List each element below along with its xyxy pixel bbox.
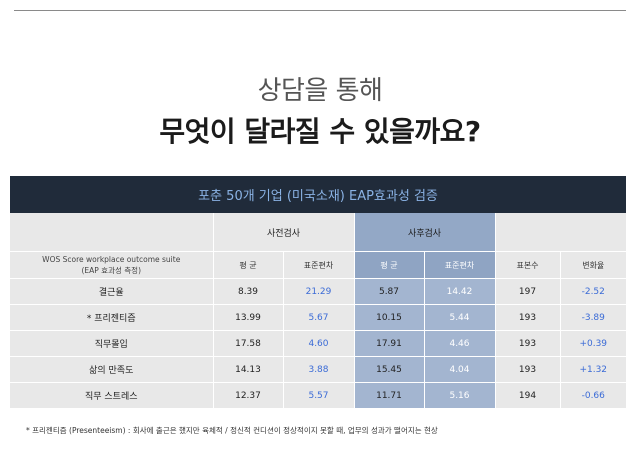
change-rate-cell: -2.52	[560, 278, 626, 305]
group-header-other	[495, 213, 626, 252]
table-row: * 프리젠티즘 13.99 5.67 10.15 5.44 193 -3.89	[10, 304, 626, 331]
sub-header-n: 표본수	[495, 251, 561, 279]
change-rate-cell: +1.32	[560, 356, 626, 383]
eap-results-table: 포춘 50개 기업 (미국소재) EAP효과성 검증 사전검사 사후검사 WOS…	[10, 176, 626, 409]
table-row: 결근율 8.39 21.29 5.87 14.42 197 -2.52	[10, 278, 626, 305]
post-mean-cell: 11.71	[354, 382, 425, 409]
heading-line1: 상담을 통해	[257, 76, 383, 106]
results-grid: 사전검사 사후검사 WOS Score workplace outcome su…	[10, 213, 626, 409]
sub-header-pre-mean: 평 균	[213, 251, 284, 279]
row-label: 결근율	[10, 278, 214, 305]
sample-size-cell: 193	[495, 330, 561, 357]
pre-mean-cell: 17.58	[213, 330, 284, 357]
post-mean-cell: 10.15	[354, 304, 425, 331]
row-label: * 프리젠티즘	[10, 304, 214, 331]
table-row: 직무몰입 17.58 4.60 17.91 4.46 193 +0.39	[10, 330, 626, 357]
post-sd-cell: 5.44	[424, 304, 496, 331]
sample-size-cell: 194	[495, 382, 561, 409]
sample-size-cell: 193	[495, 304, 561, 331]
pre-sd-cell: 21.29	[283, 278, 355, 305]
pre-sd-cell: 3.88	[283, 356, 355, 383]
post-mean-cell: 5.87	[354, 278, 425, 305]
row-label: 직무 스트레스	[10, 382, 214, 409]
table-banner: 포춘 50개 기업 (미국소재) EAP효과성 검증	[10, 176, 626, 213]
group-header-post: 사후검사	[354, 213, 496, 252]
post-sd-cell: 5.16	[424, 382, 496, 409]
pre-sd-cell: 5.57	[283, 382, 355, 409]
sub-header-post-sd: 표준편차	[424, 251, 496, 279]
outcome-label-line2: (EAP 효과성 측정)	[81, 266, 141, 275]
pre-mean-cell: 12.37	[213, 382, 284, 409]
sub-header-pre-sd: 표준편차	[283, 251, 355, 279]
heading-line2: 무엇이 달라질 수 있을까요?	[159, 115, 481, 148]
group-header-pre: 사전검사	[213, 213, 355, 252]
pre-sd-cell: 4.60	[283, 330, 355, 357]
pre-mean-cell: 8.39	[213, 278, 284, 305]
change-rate-cell: -0.66	[560, 382, 626, 409]
post-mean-cell: 15.45	[354, 356, 425, 383]
sample-size-cell: 197	[495, 278, 561, 305]
pre-sd-cell: 5.67	[283, 304, 355, 331]
sub-header-change: 변화율	[560, 251, 626, 279]
table-row: 삶의 만족도 14.13 3.88 15.45 4.04 193 +1.32	[10, 356, 626, 383]
table-row: 직무 스트레스 12.37 5.57 11.71 5.16 194 -0.66	[10, 382, 626, 409]
presenteeism-footnote: * 프리젠티즘 (Presenteeism) : 회사에 출근은 했지만 육체적…	[26, 426, 438, 435]
post-sd-cell: 4.04	[424, 356, 496, 383]
top-divider	[14, 10, 626, 11]
post-mean-cell: 17.91	[354, 330, 425, 357]
pre-mean-cell: 13.99	[213, 304, 284, 331]
sample-size-cell: 193	[495, 356, 561, 383]
sub-header-row: WOS Score workplace outcome suite (EAP 효…	[10, 251, 626, 279]
pre-mean-cell: 14.13	[213, 356, 284, 383]
group-header-empty	[10, 213, 214, 252]
post-sd-cell: 14.42	[424, 278, 496, 305]
sub-header-post-mean: 평 균	[354, 251, 425, 279]
row-label: 직무몰입	[10, 330, 214, 357]
post-sd-cell: 4.46	[424, 330, 496, 357]
row-label: 삶의 만족도	[10, 356, 214, 383]
group-header-row: 사전검사 사후검사	[10, 213, 626, 252]
outcome-label-line1: WOS Score workplace outcome suite	[42, 255, 181, 264]
outcome-label-cell: WOS Score workplace outcome suite (EAP 효…	[10, 251, 214, 279]
change-rate-cell: +0.39	[560, 330, 626, 357]
change-rate-cell: -3.89	[560, 304, 626, 331]
